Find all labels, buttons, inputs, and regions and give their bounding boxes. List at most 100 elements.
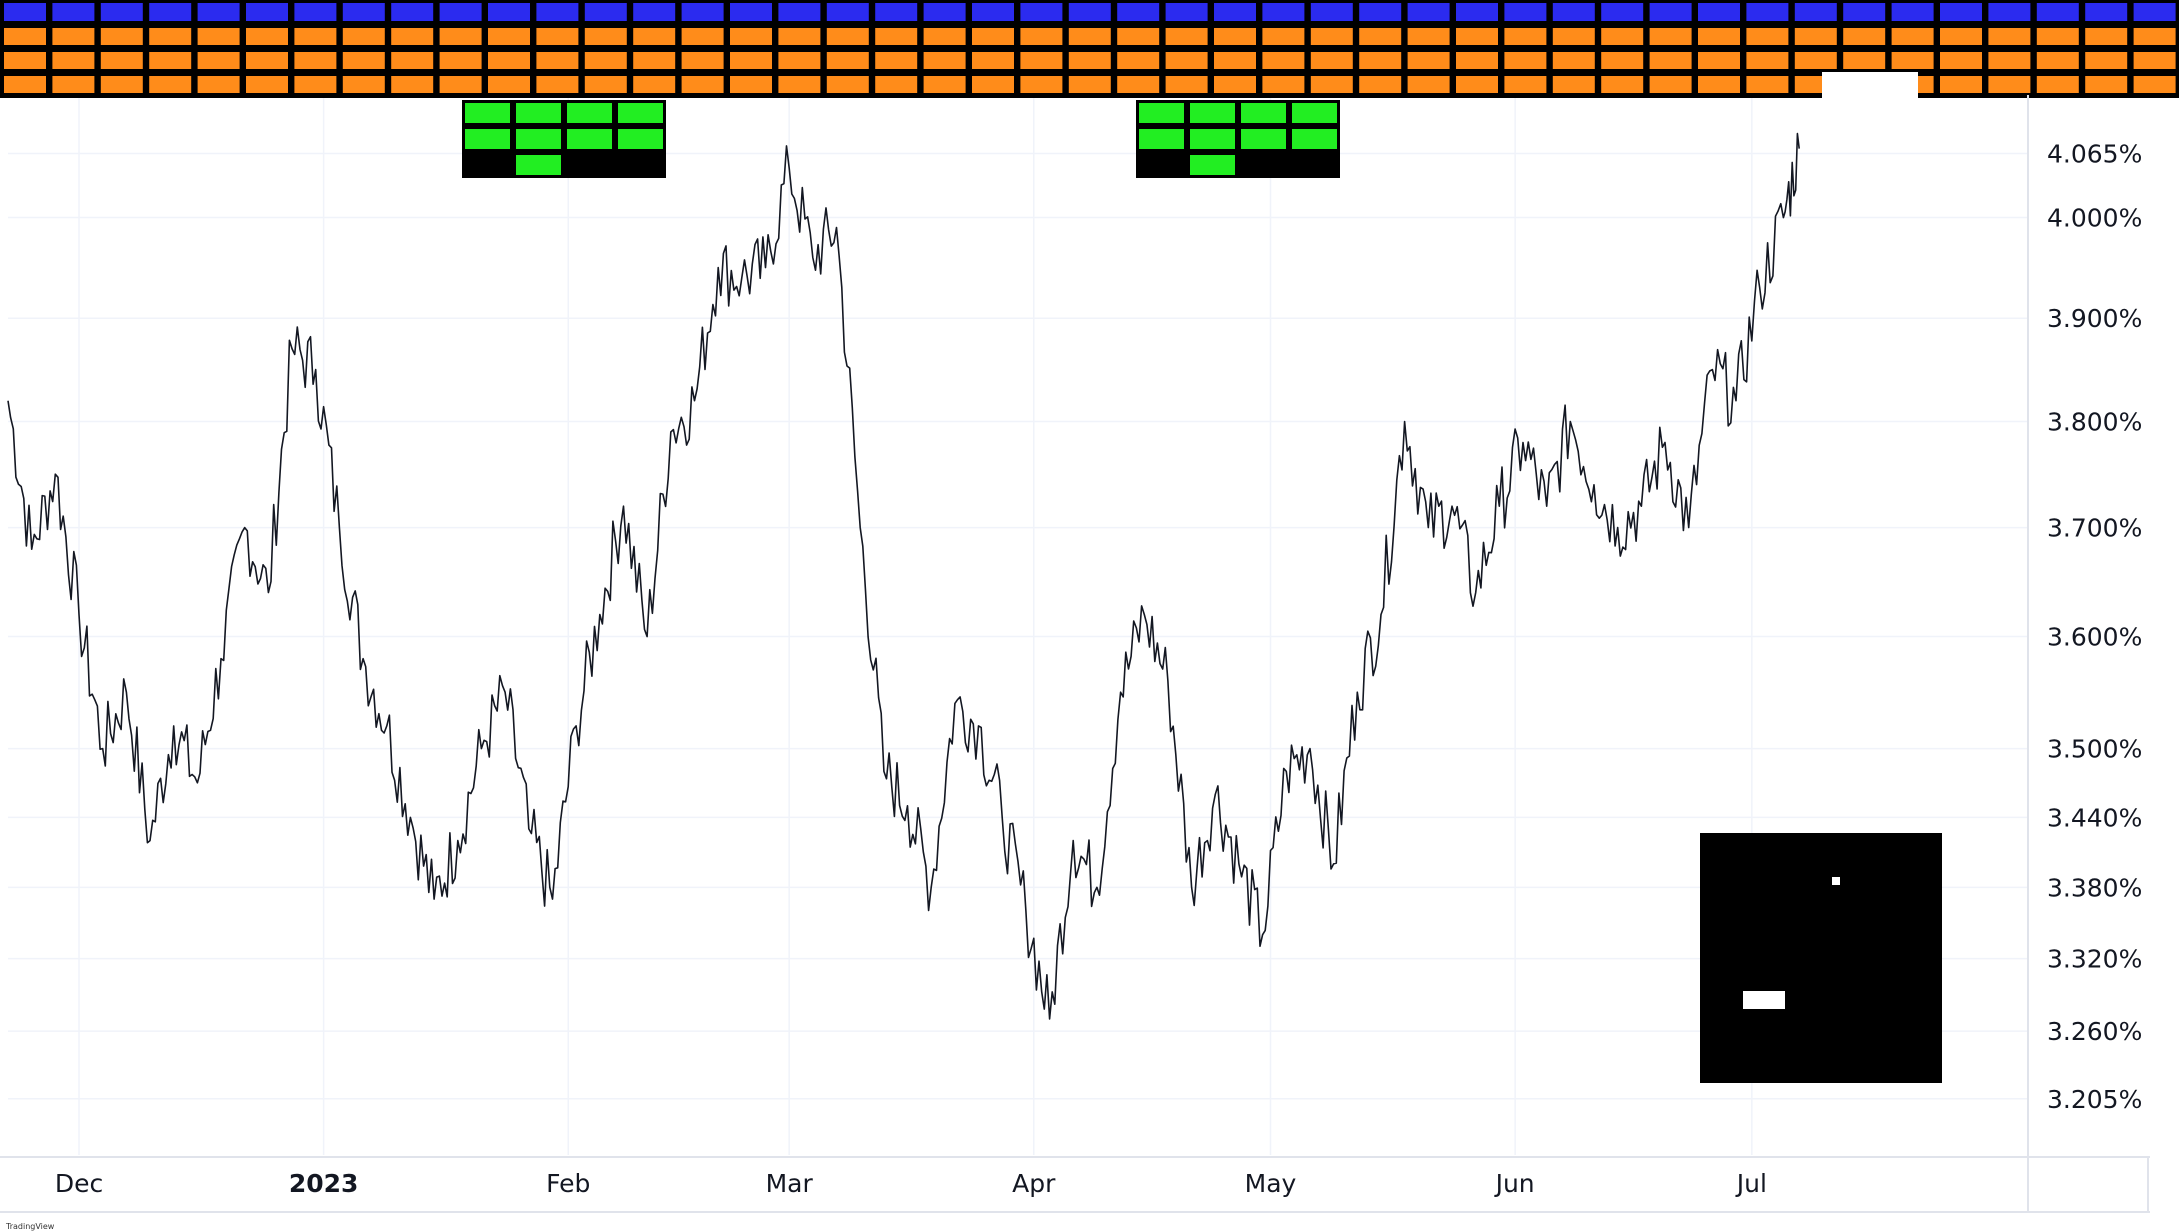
orange-block [1698, 28, 1740, 45]
orange-block [2133, 28, 2176, 45]
green-blocks-left-cell [567, 129, 612, 149]
blue-block [730, 3, 772, 21]
blue-block [1940, 3, 1982, 21]
y-tick-label: 3.440% [2047, 803, 2142, 832]
orange-block [439, 52, 482, 69]
orange-block [875, 52, 918, 69]
orange-block [1698, 76, 1740, 93]
blue-block [681, 3, 724, 21]
orange-block [4, 28, 46, 45]
orange-block [294, 76, 337, 93]
blue-block [2085, 3, 2128, 21]
blue-block [972, 3, 1014, 21]
orange-block [2133, 52, 2176, 69]
orange-block [488, 52, 530, 69]
blue-block [197, 3, 240, 21]
orange-block [246, 76, 288, 93]
orange-block [2085, 52, 2128, 69]
orange-block [2036, 52, 2079, 69]
orange-block [197, 76, 240, 93]
orange-block [1456, 76, 1498, 93]
orange-block [1601, 52, 1644, 69]
orange-block [1214, 52, 1256, 69]
blue-block [1988, 3, 2031, 21]
orange-block [1988, 28, 2031, 45]
green-blocks-middle-cell [1139, 129, 1184, 149]
orange-block [342, 28, 385, 45]
orange-block [1310, 76, 1353, 93]
orange-block [1649, 52, 1692, 69]
orange-block [1940, 52, 1982, 69]
orange-block [391, 76, 434, 93]
blue-block [439, 3, 482, 21]
blue-block [1601, 3, 1644, 21]
orange-block [1407, 76, 1450, 93]
inset-black-box [1700, 833, 1942, 1083]
axis-layer: 4.065% 4.000% 3.900% 3.800% 3.700% 3.600% 3.50… [0, 95, 2150, 1213]
inset-white-dot [1832, 877, 1840, 885]
top-blocks-gap [1822, 72, 1918, 100]
orange-block [1020, 28, 1063, 45]
orange-block [342, 52, 385, 69]
orange-block [52, 28, 95, 45]
orange-block [1214, 76, 1256, 93]
blue-block [1068, 3, 1111, 21]
blue-block [294, 3, 337, 21]
blue-block [391, 3, 434, 21]
green-blocks-middle-cell [1241, 103, 1286, 123]
orange-block [1746, 28, 1789, 45]
x-tick-label: Jul [1735, 1169, 1767, 1198]
tradingview-watermark: TradingView [6, 1222, 55, 1231]
orange-block [294, 52, 337, 69]
orange-block [1456, 52, 1498, 69]
orange-block [2036, 76, 2079, 93]
blue-block [1746, 3, 1789, 21]
orange-block [197, 28, 240, 45]
blue-block [1359, 3, 1402, 21]
orange-block [100, 28, 143, 45]
blue-block [342, 3, 385, 21]
orange-block [391, 28, 434, 45]
orange-block [1504, 76, 1547, 93]
orange-block [1552, 52, 1595, 69]
green-blocks-middle-cell [1292, 129, 1337, 149]
orange-block [633, 52, 676, 69]
blue-block [1456, 3, 1498, 21]
orange-block [1988, 52, 2031, 69]
y-tick-label: 4.000% [2047, 204, 2142, 233]
orange-block [1262, 76, 1305, 93]
orange-block [1891, 28, 1934, 45]
orange-block [2085, 76, 2128, 93]
orange-block [1117, 76, 1160, 93]
orange-block [826, 52, 869, 69]
blue-block [1794, 3, 1837, 21]
orange-block [439, 28, 482, 45]
orange-block [1552, 28, 1595, 45]
y-tick-label: 3.260% [2047, 1017, 2142, 1046]
orange-block [1794, 52, 1837, 69]
x-tick-label: 2023 [289, 1169, 359, 1198]
orange-block [197, 52, 240, 69]
orange-block [1843, 52, 1886, 69]
green-blocks-left-cell [516, 155, 561, 175]
orange-block [778, 76, 821, 93]
overlay-layer [0, 0, 2179, 1083]
orange-block [149, 76, 192, 93]
orange-block [681, 76, 724, 93]
orange-block [2133, 76, 2176, 93]
orange-block [1746, 52, 1789, 69]
orange-block [1359, 76, 1402, 93]
orange-block [923, 28, 966, 45]
blue-block [1020, 3, 1063, 21]
blue-block [246, 3, 288, 21]
green-blocks-left-cell [618, 103, 663, 123]
orange-block [439, 76, 482, 93]
orange-block [1262, 52, 1305, 69]
y-tick-label: 3.900% [2047, 304, 2142, 333]
y-tick-label: 3.320% [2047, 945, 2142, 974]
blue-block [488, 3, 530, 21]
orange-block [1262, 28, 1305, 45]
orange-block [972, 52, 1014, 69]
